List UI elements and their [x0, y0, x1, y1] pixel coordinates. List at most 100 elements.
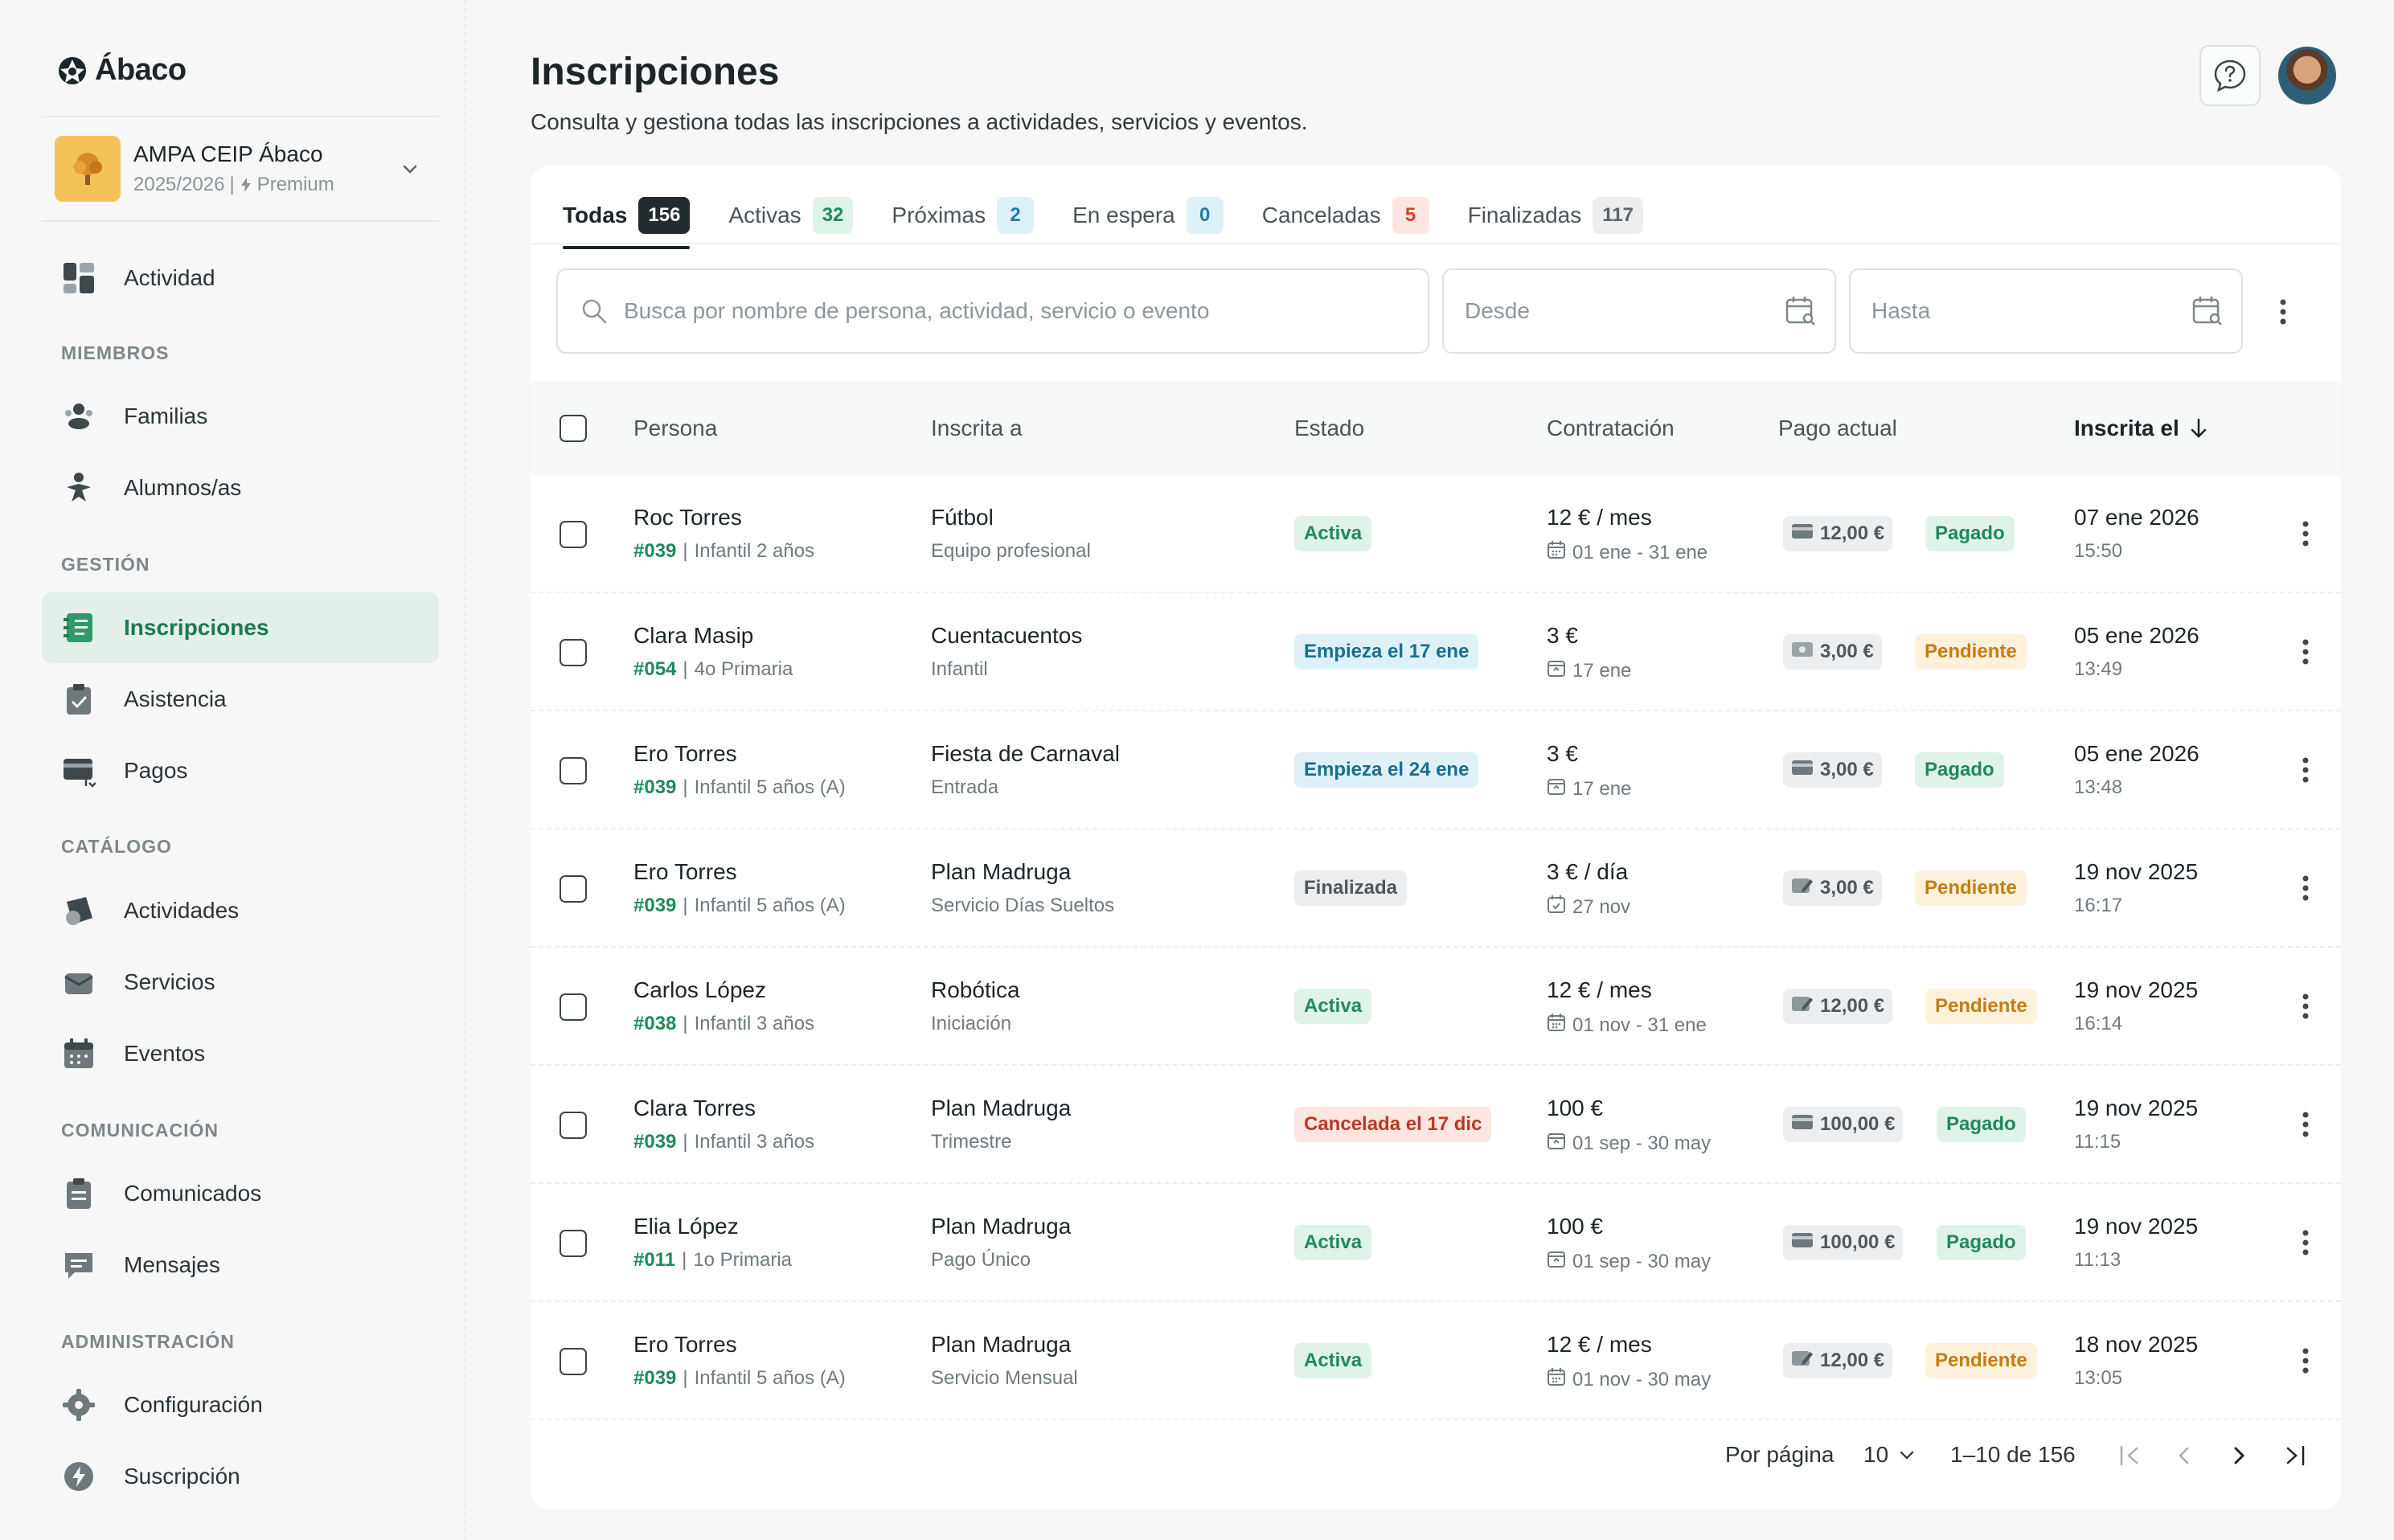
row-checkbox[interactable]	[560, 1230, 587, 1257]
next-page-button[interactable]	[2219, 1436, 2259, 1476]
sidebar-item-pagos[interactable]: Pagos	[42, 735, 439, 806]
person-name[interactable]: Ero Torres	[633, 859, 737, 884]
member-code[interactable]: #054	[633, 658, 677, 680]
row-checkbox[interactable]	[560, 757, 587, 784]
search-input[interactable]: Busca por nombre de persona, actividad, …	[556, 268, 1429, 354]
member-code[interactable]: #039	[633, 540, 677, 562]
app-logo[interactable]: Ábaco	[56, 53, 187, 88]
enrolled-date: 19 nov 2025	[2074, 1214, 2199, 1239]
per-page-select[interactable]: 10	[1863, 1442, 1917, 1468]
row-checkbox[interactable]	[560, 875, 587, 903]
payment-amount[interactable]: 12,00 €	[1783, 989, 1893, 1024]
sidebar-item-actividad[interactable]: Actividad	[42, 243, 439, 313]
activity-name[interactable]: Fútbol	[931, 505, 994, 530]
help-button[interactable]	[2199, 45, 2261, 106]
date-from-field[interactable]: Desde	[1442, 268, 1836, 354]
col-contratacion[interactable]: Contratación	[1547, 416, 1675, 440]
tab-proximas[interactable]: Próximas 2	[892, 183, 1035, 248]
organization-switcher[interactable]: AMPA CEIP Ábaco 2025/2026 | Premium	[42, 116, 439, 222]
table-row[interactable]: Clara Masip #054 | 4o Primaria Cuentacuentos…	[531, 594, 2341, 711]
person-name[interactable]: Ero Torres	[633, 1332, 737, 1357]
member-code[interactable]: #011	[633, 1249, 676, 1271]
col-inscrita-a[interactable]: Inscrita a	[931, 416, 1023, 440]
sidebar-item-suscripcion[interactable]: Suscripción	[42, 1441, 439, 1512]
sidebar-item-actividades[interactable]: Actividades	[42, 875, 439, 946]
person-name[interactable]: Carlos López	[633, 977, 766, 1002]
row-actions-button[interactable]	[2289, 634, 2322, 670]
tab-en-espera[interactable]: En espera 0	[1072, 183, 1224, 248]
select-all-checkbox[interactable]	[560, 415, 587, 442]
row-actions-button[interactable]	[2289, 1225, 2322, 1260]
activity-name[interactable]: Fiesta de Carnaval	[931, 741, 1121, 766]
first-page-button[interactable]	[2109, 1436, 2150, 1476]
activity-name[interactable]: Plan Madruga	[931, 1096, 1072, 1120]
table-row[interactable]: Ero Torres #039 | Infantil 5 años (A) Fiesta…	[531, 712, 2341, 829]
col-persona[interactable]: Persona	[633, 416, 718, 440]
more-options-button[interactable]	[2267, 294, 2299, 330]
table-row[interactable]: Elia López #011 | 1o Primaria Plan Madruga Pa…	[531, 1185, 2341, 1302]
member-code[interactable]: #039	[633, 1131, 677, 1153]
col-inscrita-el[interactable]: Inscrita el	[2074, 416, 2208, 441]
payment-amount[interactable]: 100,00 €	[1783, 1107, 1904, 1142]
row-actions-button[interactable]	[2289, 870, 2322, 906]
sidebar-item-servicios[interactable]: Servicios	[42, 947, 439, 1018]
table-row[interactable]: Ero Torres #039 | Infantil 5 años (A) Plan M…	[531, 1303, 2341, 1420]
sidebar-item-comunicados[interactable]: Comunicados	[42, 1158, 439, 1229]
person-name[interactable]: Roc Torres	[633, 505, 742, 530]
person-name[interactable]: Clara Torres	[633, 1096, 756, 1120]
row-checkbox[interactable]	[560, 1348, 587, 1375]
tab-todas[interactable]: Todas 156	[563, 183, 691, 249]
last-page-button[interactable]	[2275, 1436, 2315, 1476]
col-estado[interactable]: Estado	[1294, 416, 1365, 440]
activity-name[interactable]: Plan Madruga	[931, 859, 1072, 884]
activity-name[interactable]: Plan Madruga	[931, 1214, 1072, 1239]
tab-canceladas[interactable]: Canceladas 5	[1262, 183, 1429, 248]
date-to-field[interactable]: Hasta	[1849, 268, 2243, 354]
person-name[interactable]: Ero Torres	[633, 741, 737, 766]
row-actions-button[interactable]	[2289, 752, 2322, 788]
payment-amount[interactable]: 12,00 €	[1783, 516, 1893, 551]
row-actions-button[interactable]	[2289, 1343, 2322, 1378]
activity-name[interactable]: Robótica	[931, 977, 1020, 1002]
table-row[interactable]: Roc Torres #039 | Infantil 2 años Fútbol Equi…	[531, 476, 2341, 593]
sidebar-item-asistencia[interactable]: Asistencia	[42, 664, 439, 735]
row-checkbox[interactable]	[560, 1112, 587, 1139]
sidebar-item-configuracion[interactable]: Configuración	[42, 1370, 439, 1440]
row-checkbox[interactable]	[560, 521, 587, 548]
enrolled-time: 13:48	[2074, 776, 2123, 798]
row-actions-button[interactable]	[2289, 516, 2322, 551]
payment-amount[interactable]: 3,00 €	[1783, 752, 1882, 788]
sidebar-item-alumnos[interactable]: Alumnos/as	[42, 453, 439, 523]
payment-amount[interactable]: 12,00 €	[1783, 1343, 1893, 1378]
prev-page-button[interactable]	[2164, 1436, 2204, 1476]
activity-name[interactable]: Plan Madruga	[931, 1332, 1072, 1357]
tab-finalizadas[interactable]: Finalizadas 117	[1468, 183, 1643, 248]
separator: |	[229, 174, 235, 195]
sidebar-item-eventos[interactable]: Eventos	[42, 1018, 439, 1089]
row-checkbox[interactable]	[560, 639, 587, 666]
sidebar-item-familias[interactable]: Familias	[42, 381, 439, 452]
table-row[interactable]: Carlos López #038 | Infantil 3 años Robótica…	[531, 948, 2341, 1066]
table-row[interactable]: Clara Torres #039 | Infantil 3 años Plan Mad…	[531, 1067, 2341, 1184]
member-code[interactable]: #038	[633, 1013, 677, 1034]
payment-amount[interactable]: 3,00 €	[1783, 634, 1882, 670]
chevron-down-icon	[403, 165, 417, 174]
sidebar-item-mensajes[interactable]: Mensajes	[42, 1230, 439, 1300]
member-code[interactable]: #039	[633, 1367, 677, 1389]
calendar-search-icon	[2192, 297, 2222, 326]
row-actions-button[interactable]	[2289, 1107, 2322, 1142]
payment-amount[interactable]: 3,00 €	[1783, 870, 1882, 906]
person-name[interactable]: Clara Masip	[633, 623, 754, 648]
activity-name[interactable]: Cuentacuentos	[931, 623, 1083, 648]
member-code[interactable]: #039	[633, 895, 677, 916]
col-pago-actual[interactable]: Pago actual	[1778, 416, 1897, 440]
sidebar-item-inscripciones[interactable]: Inscripciones	[42, 592, 439, 663]
row-checkbox[interactable]	[560, 993, 587, 1021]
member-code[interactable]: #039	[633, 776, 677, 798]
payment-amount[interactable]: 100,00 €	[1783, 1225, 1904, 1260]
row-actions-button[interactable]	[2289, 989, 2322, 1024]
person-name[interactable]: Elia López	[633, 1214, 739, 1239]
user-avatar[interactable]	[2278, 47, 2336, 104]
table-row[interactable]: Ero Torres #039 | Infantil 5 años (A) Plan M…	[531, 830, 2341, 948]
tab-activas[interactable]: Activas 32	[728, 183, 854, 248]
